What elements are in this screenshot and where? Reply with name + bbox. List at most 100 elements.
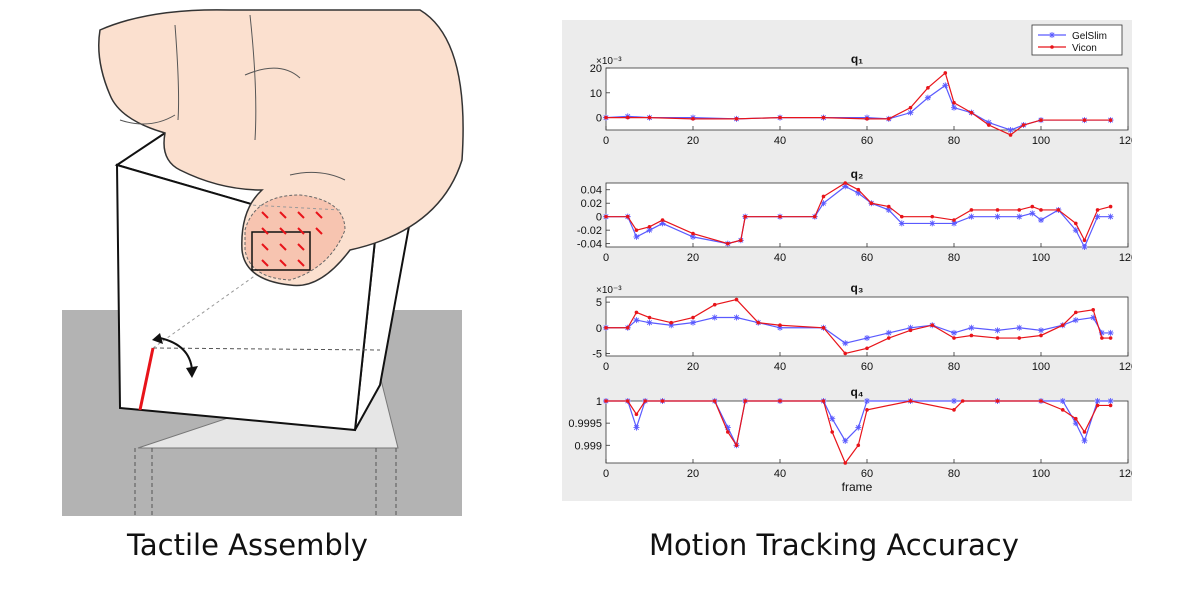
data-point-vicon [1074,221,1078,226]
data-point-vicon [669,320,674,325]
data-point-gelslim [1081,437,1088,444]
axis-exponent: ×10⁻³ [596,285,622,296]
data-point-vicon [734,117,739,121]
data-point-gelslim [907,324,914,331]
x-tick-label: 0 [603,468,609,480]
data-point-vicon [734,297,739,302]
data-point-gelslim [1072,420,1079,427]
data-point-vicon [1108,403,1113,408]
data-point-gelslim [659,220,666,227]
y-tick-label: -0.02 [577,225,602,237]
data-point-vicon [821,325,826,330]
tactile-assembly-illustration [62,9,464,516]
data-point-vicon [1060,408,1065,412]
x-tick-label: 0 [603,135,609,147]
data-point-vicon [634,310,639,315]
y-tick-label: -0.04 [577,239,602,251]
x-tick-label: 80 [948,468,960,480]
data-point-vicon [634,412,639,417]
chart-canvas: q₁×10⁻³01020020406080100120GelSlimViconq… [568,24,1137,494]
data-point-vicon [930,323,935,328]
data-point-vicon [743,214,747,219]
data-point-gelslim [633,424,640,431]
y-tick-label: 1 [596,396,602,408]
data-point-gelslim [1072,317,1079,324]
data-point-vicon [726,430,730,434]
data-point-vicon [813,214,817,219]
data-point-vicon [843,351,848,356]
x-tick-label: 100 [1032,135,1050,147]
data-point-vicon [1108,336,1113,340]
data-point-vicon [943,71,948,75]
data-point-gelslim [942,82,949,89]
data-point-gelslim [994,213,1001,220]
data-point-gelslim [1107,329,1114,336]
data-point-gelslim [1016,324,1023,331]
data-point-vicon [647,315,652,320]
data-point-vicon [1021,123,1026,127]
data-point-vicon [660,218,665,222]
data-point-gelslim [885,206,892,213]
data-point-gelslim [1038,327,1044,334]
data-point-gelslim [711,314,718,321]
data-point-vicon [1039,208,1043,212]
data-point-vicon [856,187,861,192]
x-tick-label: 40 [774,135,786,147]
data-point-vicon [1017,208,1022,212]
x-tick-label: 100 [1032,468,1050,480]
data-point-vicon [830,430,834,434]
data-point-gelslim [690,233,696,240]
x-tick-label: 40 [774,361,786,373]
x-tick-label: 0 [603,252,609,264]
y-tick-label: 0 [596,212,602,224]
data-point-vicon [969,110,974,115]
data-point-gelslim [864,398,870,404]
data-point-vicon [604,115,608,120]
data-point-vicon [1074,310,1078,315]
data-point-gelslim [855,190,862,197]
data-point-vicon [778,115,782,120]
subplot-title: q₂ [851,167,864,181]
series-line-gelslim [606,316,1111,344]
data-point-vicon [743,399,747,403]
data-point-vicon [643,399,647,403]
data-point-vicon [926,86,930,90]
data-point-vicon [625,399,630,403]
caption-tactile-assembly: Tactile Assembly [127,528,368,562]
data-point-vicon [1039,333,1043,338]
subplot-q3: q₃×10⁻³-505020406080100120 [592,281,1137,373]
x-tick-label: 80 [948,252,960,264]
x-tick-label: 80 [948,361,960,373]
data-point-vicon [865,117,869,121]
data-point-vicon [869,201,874,206]
data-point-vicon [1008,133,1013,137]
subplot-title: q₄ [850,385,863,399]
data-point-vicon [821,399,826,403]
subplot-title: q₃ [851,281,864,295]
data-point-vicon [969,333,974,338]
series-line-vicon [606,71,1111,136]
data-point-gelslim [898,220,905,227]
data-point-gelslim [1007,127,1014,133]
data-point-gelslim [820,200,827,207]
data-point-vicon [604,399,608,403]
x-tick-label: 20 [687,135,699,147]
y-tick-label: 0 [596,113,602,125]
data-point-vicon [1091,308,1095,312]
data-point-vicon [886,336,891,340]
data-point-vicon [952,218,956,222]
data-point-vicon [625,325,630,330]
data-point-gelslim [1016,213,1023,220]
data-point-vicon [691,231,695,236]
data-point-vicon [778,399,782,403]
x-tick-label: 40 [774,252,786,264]
data-point-gelslim [690,319,696,326]
data-point-gelslim [1094,398,1101,404]
x-tick-label: 120 [1119,468,1132,480]
data-point-gelslim [829,415,836,422]
data-point-gelslim [724,424,731,431]
data-point-vicon [712,302,717,307]
x-axis-label: frame [842,480,873,494]
